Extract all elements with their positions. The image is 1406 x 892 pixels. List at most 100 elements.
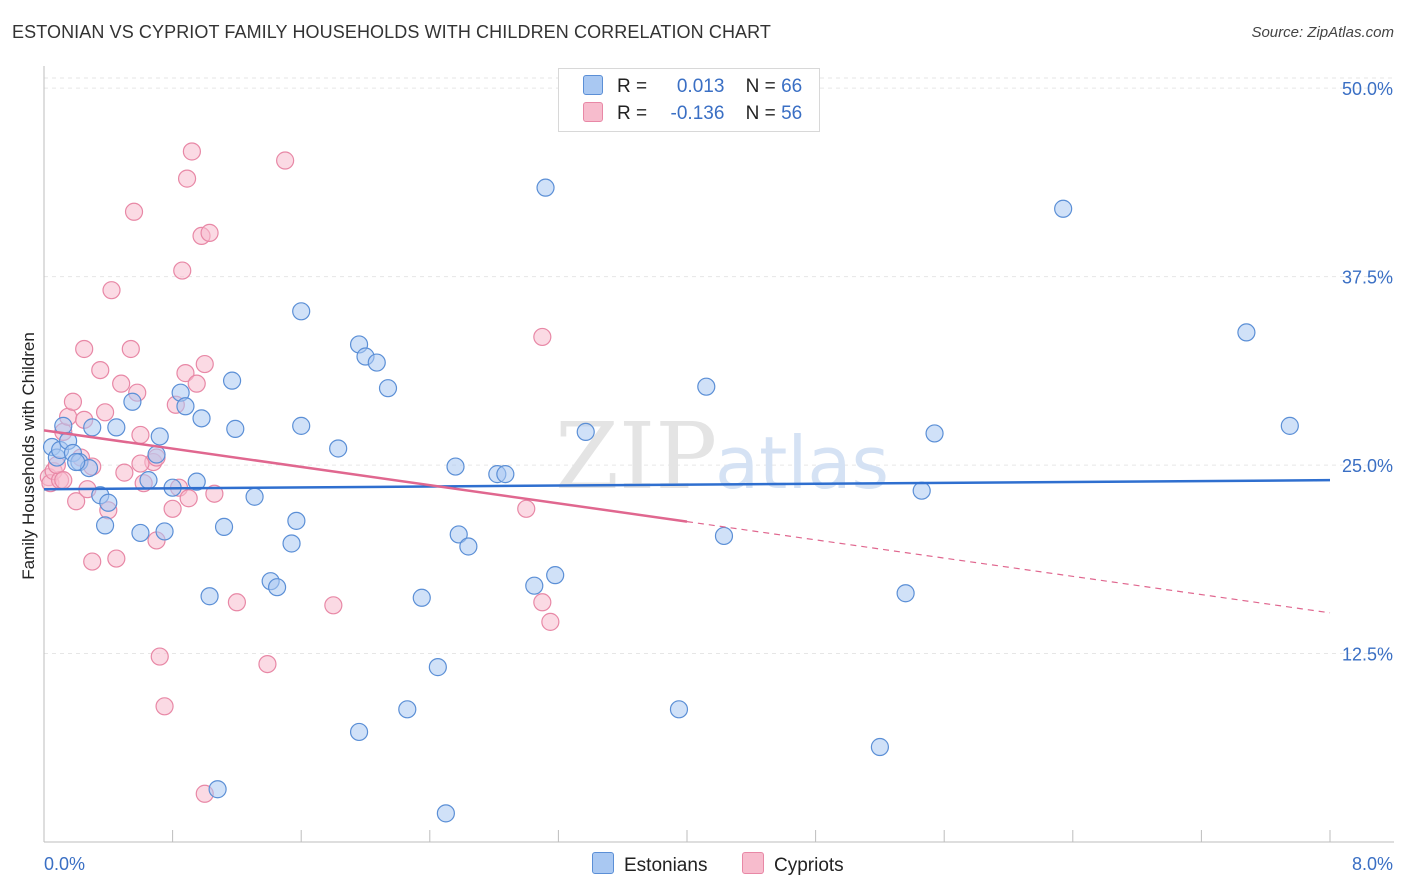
estonian-point: [245, 487, 264, 506]
cypriot-point: [102, 281, 121, 300]
cypriot-point: [83, 552, 102, 571]
estonian-point: [107, 418, 126, 437]
bottom-legend-cypriots[interactable]: Cypriots: [742, 852, 844, 877]
estonian-point: [428, 658, 447, 677]
estonian-point: [925, 424, 944, 443]
chart-title: ESTONIAN VS CYPRIOT FAMILY HOUSEHOLDS WI…: [12, 22, 772, 42]
watermark-atlas: atlas: [715, 421, 889, 505]
axis-labels: 12.5% 25.0% 37.5% 50.0% 0.0% 8.0%: [44, 79, 1393, 874]
cypriot-point: [177, 169, 197, 188]
cypriot-points: [39, 142, 560, 803]
estonian-point: [192, 409, 211, 428]
estonian-point: [870, 737, 890, 757]
estonian-point: [436, 804, 455, 823]
cypriot-point: [155, 697, 174, 716]
cypriot-point: [276, 151, 295, 170]
legend-row-estonians: R = 0.013 N = 66: [583, 75, 802, 101]
estonian-point: [525, 576, 544, 595]
trend-line-cypriots: [43, 429, 688, 523]
bottom-legend-swatch-estonians: [592, 852, 614, 874]
estonian-point: [187, 472, 206, 491]
y-tick-label: 25.0%: [1342, 456, 1393, 476]
trend-lines: [43, 429, 1331, 614]
cypriot-point: [95, 403, 115, 422]
estonian-point: [226, 419, 245, 438]
estonian-point: [896, 584, 915, 603]
estonian-point: [576, 422, 595, 442]
cypriot-point: [179, 489, 198, 508]
cypriot-point: [131, 454, 150, 473]
y-tick-label: 50.0%: [1342, 79, 1393, 99]
cypriot-point: [187, 374, 206, 393]
cypriot-point: [173, 261, 192, 280]
cypriot-point: [54, 471, 73, 490]
estonian-point: [398, 700, 417, 719]
estonian-point: [1054, 199, 1073, 218]
axes: [43, 66, 1394, 843]
estonian-point: [697, 377, 716, 396]
estonian-point: [147, 445, 166, 464]
cypriot-point: [67, 492, 86, 511]
estonian-point: [412, 588, 431, 607]
cypriot-point: [200, 223, 219, 242]
legend-r-value: -0.136: [670, 103, 725, 124]
estonian-point: [222, 371, 242, 390]
cypriot-point: [205, 484, 224, 503]
source-label: Source: ZipAtlas.com: [1251, 24, 1394, 41]
cypriot-point: [112, 374, 131, 393]
cypriot-point: [150, 647, 169, 666]
estonian-point: [150, 427, 169, 446]
watermark-zip: ZIP: [555, 403, 717, 510]
legend-n-label: N =: [745, 103, 776, 124]
cypriot-point: [324, 596, 343, 615]
legend-swatch-estonians: [583, 75, 603, 95]
estonian-point: [669, 700, 689, 719]
estonian-point: [459, 537, 478, 556]
estonian-point: [267, 578, 287, 597]
estonian-point: [292, 302, 311, 321]
estonian-point: [200, 587, 219, 606]
legend-swatch-cypriots: [583, 102, 603, 122]
estonian-point: [329, 439, 348, 458]
estonian-point: [99, 493, 118, 512]
cypriot-point: [182, 142, 201, 161]
estonian-point: [446, 457, 465, 476]
estonian-point: [714, 526, 734, 546]
estonian-point: [378, 379, 398, 398]
zipatlas-watermark: ZIP atlas: [555, 403, 889, 510]
estonian-point: [131, 523, 150, 543]
cypriot-point: [131, 425, 150, 445]
legend-r-value: 0.013: [676, 76, 725, 97]
cypriot-point: [517, 499, 536, 518]
x-tick-label: 8.0%: [1352, 854, 1393, 874]
cypriot-point: [195, 354, 214, 374]
legend-n-value: 56: [781, 103, 803, 124]
cypriot-point: [63, 392, 83, 411]
estonian-point: [139, 471, 158, 490]
estonian-point: [176, 397, 195, 416]
legend-r-label: R =: [617, 76, 648, 97]
estonian-point: [208, 780, 227, 799]
estonian-point: [349, 722, 369, 742]
bottom-legend-estonians[interactable]: Estonians: [592, 852, 707, 877]
y-tick-label: 37.5%: [1342, 268, 1393, 288]
legend-r-label: R =: [617, 103, 648, 124]
legend-n-label: N =: [745, 76, 776, 97]
y-axis-title: Family Households with Children: [19, 332, 38, 580]
x-tick-label: 0.0%: [44, 854, 85, 874]
bottom-legend-label: Estonians: [624, 855, 708, 876]
cypriot-point: [121, 339, 140, 359]
cypriot-point: [115, 463, 134, 482]
cypriot-point: [227, 593, 246, 612]
estonian-point: [83, 418, 102, 437]
estonian-point: [123, 392, 142, 411]
trend-line-extension-cypriots: [686, 521, 1331, 614]
estonian-point: [155, 522, 174, 541]
cypriot-point: [533, 593, 552, 612]
estonian-point: [536, 178, 555, 197]
estonian-point: [287, 511, 306, 530]
estonian-point: [214, 517, 234, 536]
cypriot-point: [75, 339, 94, 359]
cypriot-point: [176, 364, 195, 383]
